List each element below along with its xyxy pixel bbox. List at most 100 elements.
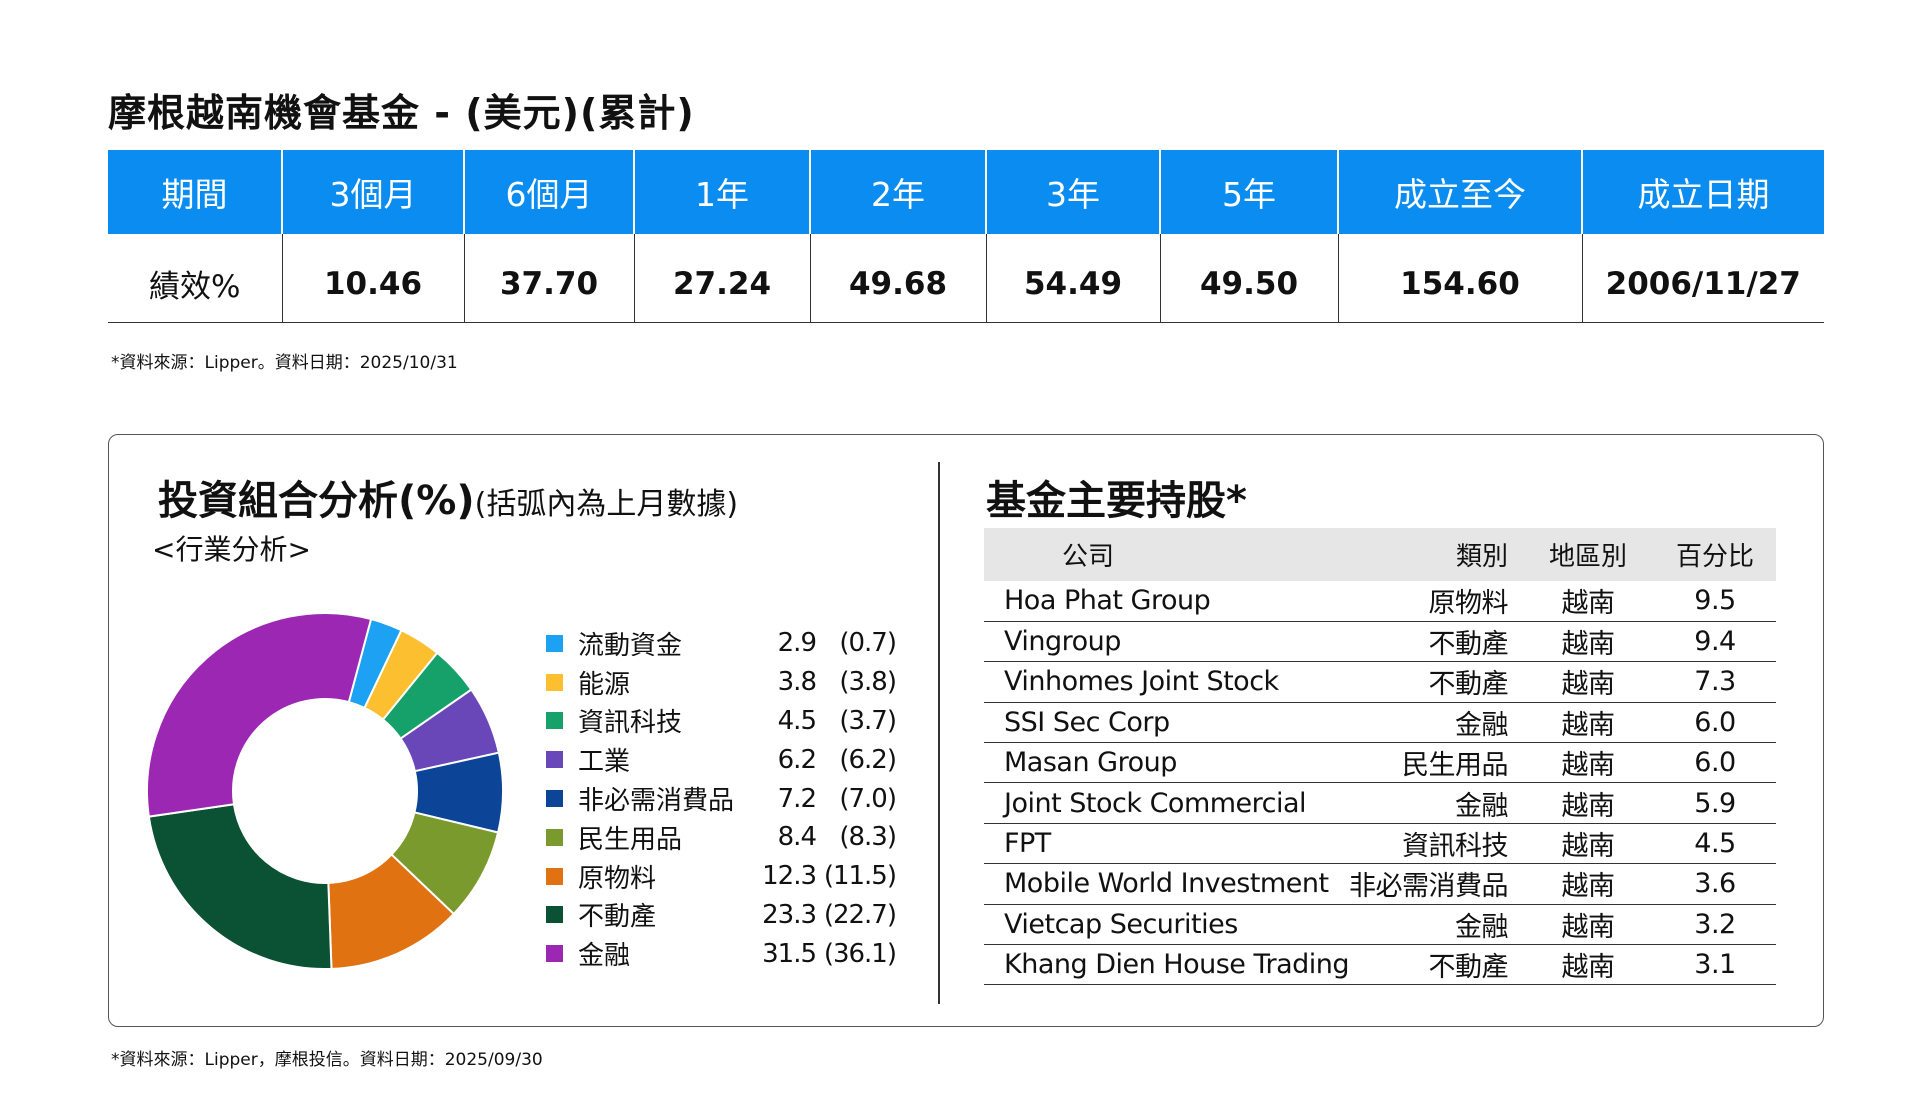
holding-sector: 金融 xyxy=(1336,782,1522,824)
legend-label: 能源 xyxy=(578,669,631,700)
holding-company: SSI Sec Corp xyxy=(984,702,1336,744)
source-note-performance: *資料來源：Lipper。資料日期：2025/10/31 xyxy=(111,353,458,373)
legend-swatch xyxy=(546,673,563,691)
holding-region: 越南 xyxy=(1522,863,1654,905)
header-6m: 6個月 xyxy=(463,150,634,234)
holding-region: 越南 xyxy=(1522,702,1654,744)
holding-region: 越南 xyxy=(1522,944,1654,986)
legend-item: 民生用品 8.4 (8.3) xyxy=(546,818,897,857)
holding-company: Vinhomes Joint Stock xyxy=(984,661,1336,703)
analysis-panel xyxy=(108,434,1824,1027)
holdings-row: Masan Group 民生用品 越南 6.0 xyxy=(984,742,1776,784)
holding-percent: 6.0 xyxy=(1654,702,1776,744)
legend-swatch xyxy=(546,712,563,730)
holding-company: Vietcap Securities xyxy=(984,904,1336,946)
holding-region: 越南 xyxy=(1522,621,1654,663)
holding-company: Masan Group xyxy=(984,742,1336,784)
value-5y: 49.50 xyxy=(1159,234,1338,323)
legend-label: 民生用品 xyxy=(578,824,683,855)
legend-value: 8.4 xyxy=(777,822,817,853)
allocation-title-sub: (括弧內為上月數據) xyxy=(474,487,739,522)
legend-label: 原物料 xyxy=(578,863,657,894)
holding-percent: 9.5 xyxy=(1654,581,1776,622)
holdings-header-region: 地區別 xyxy=(1522,528,1654,581)
legend-label: 流動資金 xyxy=(578,630,683,661)
holdings-row: FPT 資訊科技 越南 4.5 xyxy=(984,823,1776,865)
row-label: 績效% xyxy=(108,234,282,323)
value-2y: 49.68 xyxy=(809,234,986,323)
legend-previous-value: (8.3) xyxy=(839,822,897,853)
legend-value: 23.3 xyxy=(762,899,817,930)
holding-sector: 非必需消費品 xyxy=(1336,863,1522,905)
holding-sector: 不動產 xyxy=(1336,944,1522,986)
holding-region: 越南 xyxy=(1522,782,1654,824)
holding-percent: 6.0 xyxy=(1654,742,1776,784)
legend-previous-value: (0.7) xyxy=(839,628,897,659)
legend-item: 非必需消費品 7.2 (7.0) xyxy=(546,779,897,818)
performance-values-row: 績效% 10.46 37.70 27.24 49.68 54.49 49.50 … xyxy=(108,234,1824,323)
allocation-title-main: 投資組合分析(%) xyxy=(158,478,475,524)
holdings-header-company: 公司 xyxy=(984,528,1336,581)
holding-company: FPT xyxy=(984,823,1336,865)
legend-previous-value: (6.2) xyxy=(839,744,897,775)
holding-sector: 民生用品 xyxy=(1336,742,1522,784)
legend-value: 4.5 xyxy=(777,705,817,736)
legend-item: 原物料 12.3 (11.5) xyxy=(546,857,897,896)
legend-swatch xyxy=(546,634,563,652)
header-inception-date: 成立日期 xyxy=(1581,150,1824,234)
legend-item: 工業 6.2 (6.2) xyxy=(546,740,897,779)
holding-sector: 不動產 xyxy=(1336,621,1522,663)
source-note-allocation: *資料來源：Lipper，摩根投信。資料日期：2025/09/30 xyxy=(111,1050,543,1070)
holding-region: 越南 xyxy=(1522,581,1654,622)
value-3y: 54.49 xyxy=(985,234,1160,323)
legend-value: 6.2 xyxy=(777,744,817,775)
holding-region: 越南 xyxy=(1522,661,1654,703)
performance-header-row: 期間 3個月 6個月 1年 2年 3年 5年 成立至今 成立日期 xyxy=(108,150,1824,234)
value-since-inception: 154.60 xyxy=(1337,234,1582,323)
holding-sector: 資訊科技 xyxy=(1336,823,1522,865)
sector-donut-chart xyxy=(146,612,504,970)
legend-label: 金融 xyxy=(578,941,631,972)
header-3m: 3個月 xyxy=(281,150,464,234)
holdings-row: Joint Stock Commercial 金融 越南 5.9 xyxy=(984,782,1776,824)
legend-item: 流動資金 2.9 (0.7) xyxy=(546,624,897,663)
legend-swatch xyxy=(546,867,563,885)
legend-previous-value: (11.5) xyxy=(823,861,897,892)
legend-swatch xyxy=(546,790,563,808)
legend-value: 12.3 xyxy=(762,861,817,892)
holding-sector: 原物料 xyxy=(1336,581,1522,622)
holding-sector: 金融 xyxy=(1336,702,1522,744)
performance-table: 期間 3個月 6個月 1年 2年 3年 5年 成立至今 成立日期 績效% 10.… xyxy=(108,150,1824,323)
holding-percent: 9.4 xyxy=(1654,621,1776,663)
holding-region: 越南 xyxy=(1522,742,1654,784)
donut-slice xyxy=(146,612,373,818)
holding-region: 越南 xyxy=(1522,823,1654,865)
header-5y: 5年 xyxy=(1159,150,1338,234)
legend-previous-value: (3.8) xyxy=(839,667,897,698)
legend-value: 31.5 xyxy=(762,938,817,969)
header-3y: 3年 xyxy=(985,150,1160,234)
holding-company: Vingroup xyxy=(984,621,1336,663)
holdings-row: Vingroup 不動產 越南 9.4 xyxy=(984,621,1776,663)
legend-previous-value: (3.7) xyxy=(839,705,897,736)
holding-percent: 3.6 xyxy=(1654,863,1776,905)
legend-label: 工業 xyxy=(578,747,631,778)
holdings-row: Hoa Phat Group 原物料 越南 9.5 xyxy=(984,581,1776,622)
holdings-row: Vietcap Securities 金融 越南 3.2 xyxy=(984,904,1776,946)
allocation-title: 投資組合分析(%)(括弧內為上月數據) xyxy=(158,468,738,526)
holding-region: 越南 xyxy=(1522,904,1654,946)
legend-item: 資訊科技 4.5 (3.7) xyxy=(546,702,897,741)
legend-previous-value: (36.1) xyxy=(823,938,897,969)
holdings-row: SSI Sec Corp 金融 越南 6.0 xyxy=(984,702,1776,744)
holdings-header-pct: 百分比 xyxy=(1654,528,1776,581)
holding-company: Hoa Phat Group xyxy=(984,581,1336,622)
holding-percent: 3.2 xyxy=(1654,904,1776,946)
legend-item: 不動產 23.3 (22.7) xyxy=(546,896,897,935)
holding-percent: 3.1 xyxy=(1654,944,1776,986)
holdings-header-sector: 類別 xyxy=(1336,528,1522,581)
legend-previous-value: (22.7) xyxy=(823,899,897,930)
holdings-row: Mobile World Investment 非必需消費品 越南 3.6 xyxy=(984,863,1776,905)
holding-company: Khang Dien House Trading xyxy=(984,944,1350,986)
value-1y: 27.24 xyxy=(633,234,810,323)
holdings-table: 公司 類別 地區別 百分比 Hoa Phat Group 原物料 越南 9.5 Ving… xyxy=(984,528,1776,986)
